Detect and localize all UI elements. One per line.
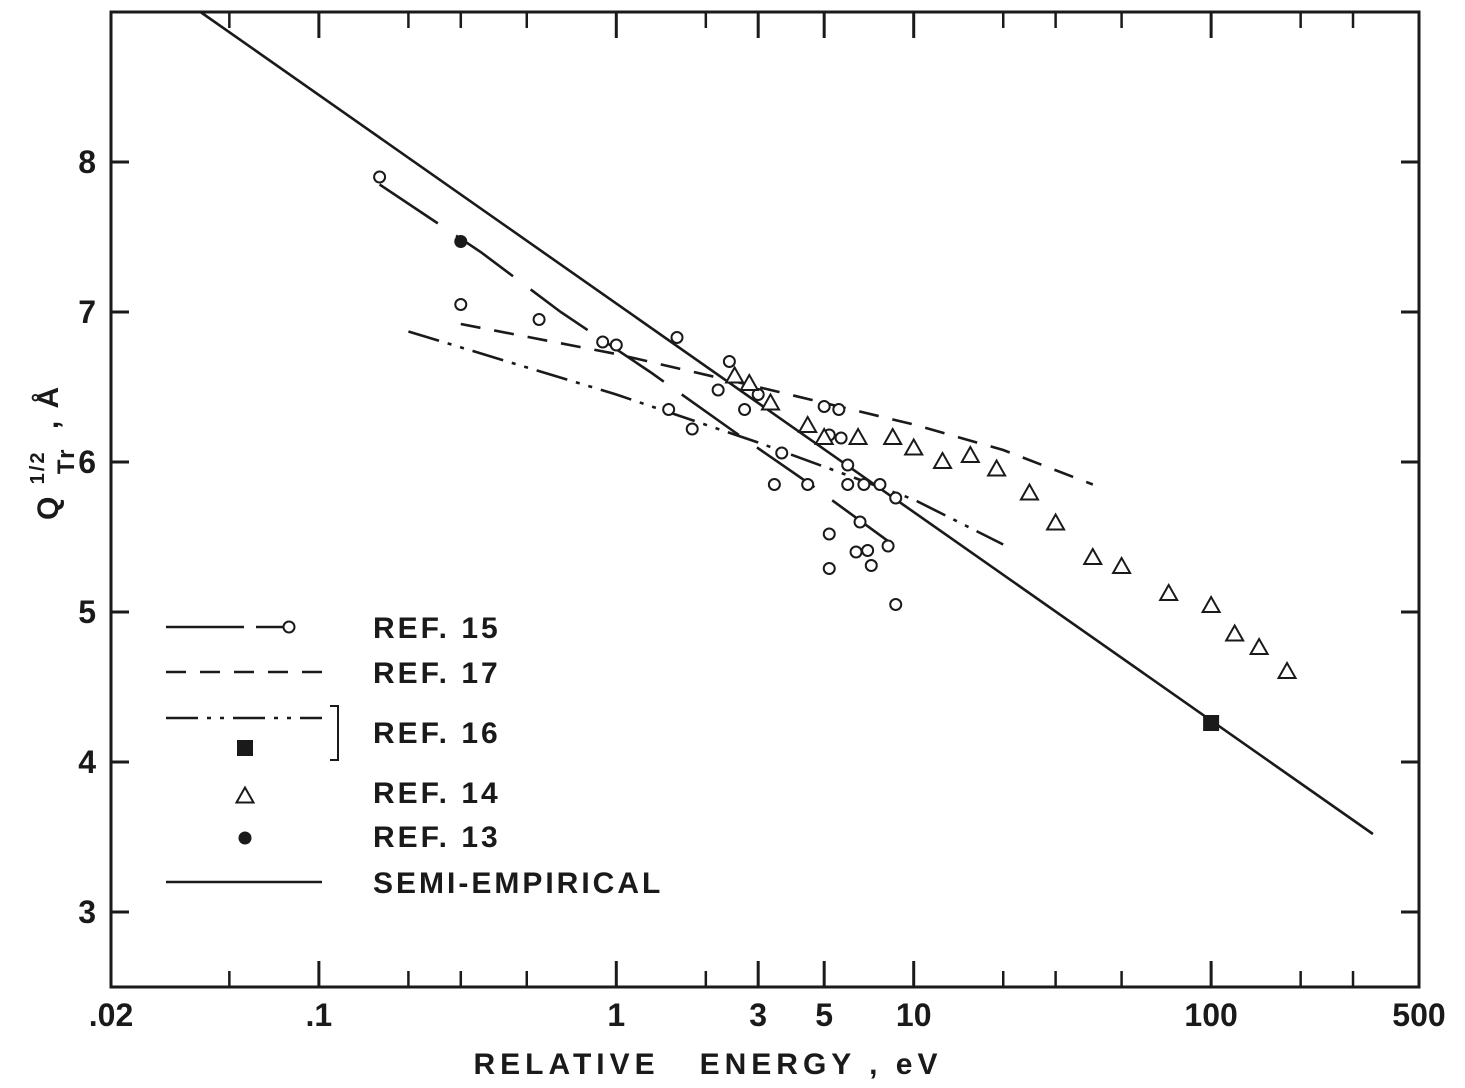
y-tick-label: 5 [78, 594, 96, 630]
series-points [373, 170, 1298, 731]
data-point-ref-15 [861, 544, 875, 557]
y-tick-label: 4 [78, 744, 96, 780]
data-point-ref-15 [849, 545, 863, 559]
x-tick-label: 500 [1392, 997, 1445, 1033]
legend-marker-filled-square [237, 740, 253, 756]
data-point-ref-15 [801, 478, 815, 491]
data-point-ref-15 [834, 431, 848, 445]
tick-labels: .02 .1 1 3 5 10 100 500 3 4 5 6 7 8 [78, 144, 1445, 1033]
data-point-ref-14 [1045, 512, 1066, 531]
legend-marker-open-circle [282, 620, 296, 634]
series-line-semi-empirical [199, 10, 1374, 836]
data-point-ref-14 [960, 444, 981, 463]
axis-ticks [109, 12, 1421, 987]
data-point-ref-14 [1111, 555, 1132, 574]
y-axis-title-sub: Tr [53, 447, 80, 474]
series-line-ref-16 [408, 330, 1004, 546]
x-tick-label: 5 [815, 997, 833, 1033]
data-point-ref-15 [670, 331, 684, 344]
data-point-ref-14 [1200, 594, 1222, 613]
data-point-ref-14 [1276, 660, 1298, 679]
svg-text:Q 1/2 Tr , Å: Q 1/2 Tr , Å [18, 385, 81, 520]
data-point-ref-14 [1248, 636, 1270, 655]
legend-label: REF. 16 [373, 717, 501, 750]
data-point-ref-15 [873, 478, 887, 491]
data-point-ref-15 [889, 598, 903, 611]
y-tick-label: 7 [78, 294, 96, 330]
data-point-ref-15 [596, 335, 610, 349]
data-point-ref-15 [841, 458, 855, 472]
data-point-ref-14 [882, 426, 903, 445]
y-axis-title-sup: 1/2 [27, 451, 49, 485]
x-axis-title: RELATIVE ENERGY , eV [474, 1048, 943, 1081]
y-axis-title: Q 1/2 Tr , Å [18, 385, 81, 520]
legend-marker-filled-circle [238, 831, 252, 845]
data-point-ref-15 [822, 562, 836, 575]
data-point-ref-15 [889, 491, 903, 505]
y-tick-label: 8 [78, 144, 96, 180]
data-point-ref-15 [822, 527, 836, 541]
data-point-ref-14 [932, 450, 953, 469]
data-point-ref-15 [685, 422, 699, 436]
data-point-ref-14 [739, 372, 760, 391]
data-point-ref-15 [817, 400, 831, 413]
y-axis-title-main: Q [32, 495, 65, 520]
legend-label: REF. 14 [373, 777, 501, 810]
x-tick-label: 3 [749, 997, 767, 1033]
data-point-ref-15 [857, 478, 871, 491]
legend-marker-open-triangle [234, 785, 256, 804]
plot-frame [109, 10, 1421, 989]
data-point-ref-14 [847, 426, 869, 445]
legend-label: SEMI-EMPIRICAL [373, 867, 663, 900]
data-point-ref-15 [832, 403, 846, 416]
legend: REF. 15 REF. 17 REF. 16 REF. 14 REF. 13 SEMI-… [166, 612, 663, 900]
data-point-ref-15 [532, 313, 546, 326]
data-point-ref-15 [662, 403, 676, 416]
data-point-ref-13 [454, 235, 468, 248]
x-tick-label: .02 [89, 997, 133, 1033]
data-point-ref-15 [881, 539, 895, 553]
data-point-ref-14 [813, 426, 835, 445]
legend-label: REF. 13 [373, 821, 501, 854]
data-point-ref-15 [775, 446, 789, 460]
data-point-ref-16 [1203, 715, 1220, 731]
data-point-ref-14 [903, 437, 924, 456]
data-point-ref-15 [609, 338, 623, 352]
data-point-ref-14 [724, 365, 745, 384]
data-point-ref-14 [1158, 582, 1179, 601]
data-point-ref-15 [841, 478, 855, 491]
y-tick-label: 6 [78, 444, 96, 480]
legend-label: REF. 15 [373, 612, 501, 645]
legend-bracket [330, 705, 339, 761]
legend-label: REF. 17 [373, 657, 501, 690]
series-lines [199, 10, 1374, 836]
data-point-ref-14 [797, 414, 818, 433]
x-tick-label: .1 [306, 997, 333, 1033]
x-tick-label: 1 [607, 997, 625, 1033]
data-point-ref-15 [738, 403, 752, 416]
data-point-ref-15 [853, 515, 867, 529]
y-tick-label: 3 [78, 894, 96, 930]
data-point-ref-14 [1082, 546, 1103, 565]
data-point-ref-14 [986, 458, 1007, 477]
data-point-ref-15 [373, 170, 387, 184]
data-point-ref-15 [711, 383, 725, 397]
x-tick-label: 100 [1184, 997, 1237, 1033]
y-axis-title-unit: , Å [32, 385, 65, 429]
data-point-ref-15 [767, 478, 781, 491]
data-point-ref-15 [722, 355, 736, 368]
data-point-ref-14 [1019, 482, 1040, 501]
data-point-ref-14 [760, 392, 781, 411]
data-point-ref-15 [864, 559, 878, 572]
data-point-ref-14 [1224, 623, 1245, 642]
data-point-ref-15 [454, 298, 468, 311]
x-tick-label: 10 [896, 997, 932, 1033]
